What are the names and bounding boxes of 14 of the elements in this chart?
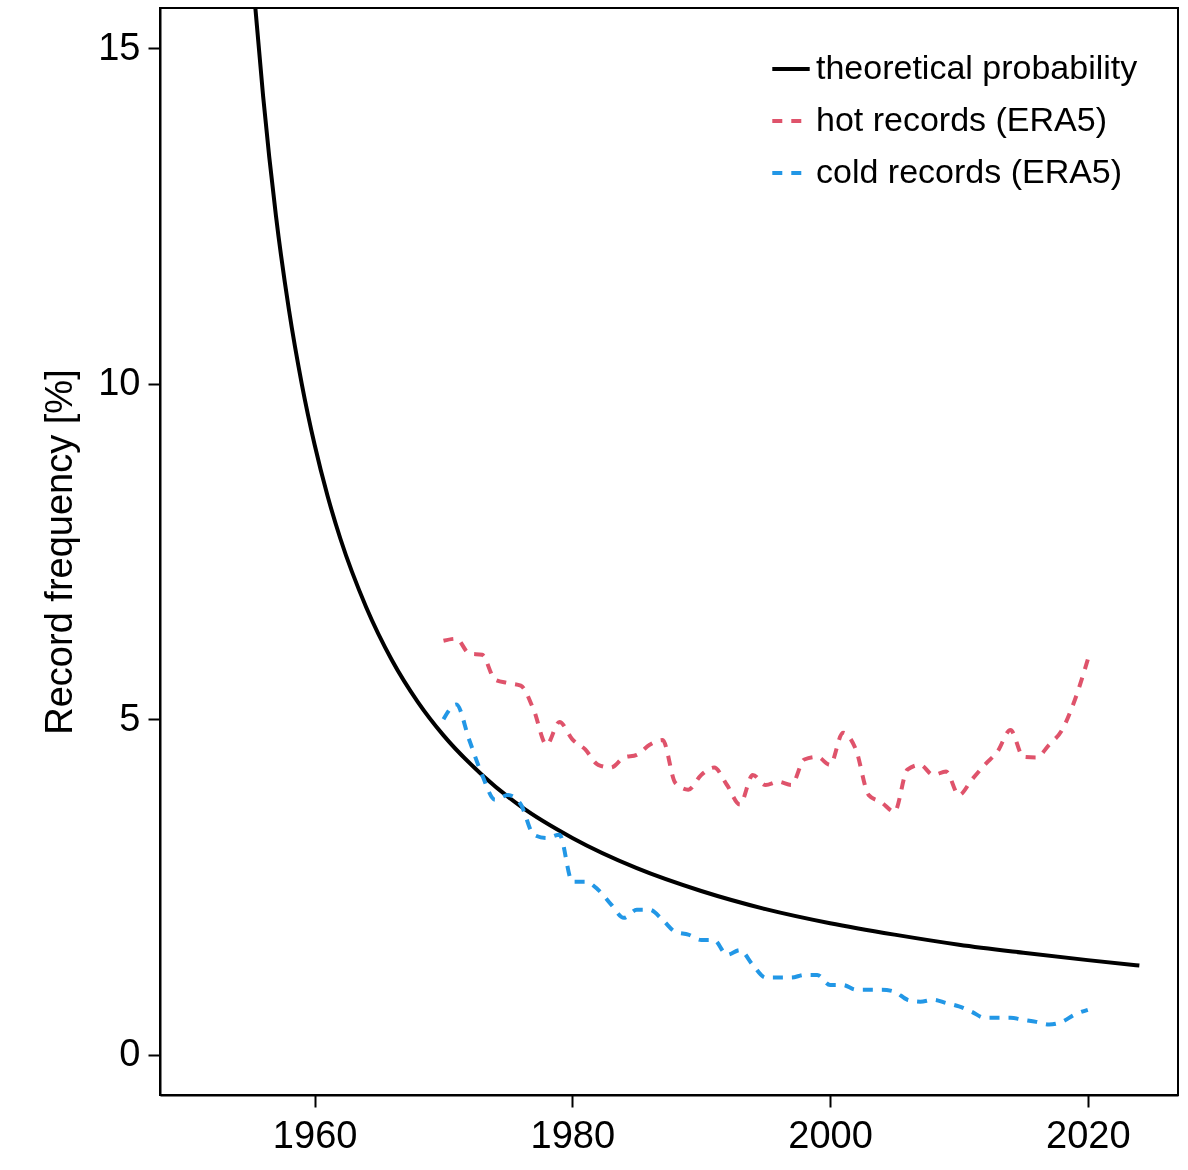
y-tick-label: 0 <box>119 1032 141 1075</box>
legend-label: cold records (ERA5) <box>816 152 1123 190</box>
x-tick-label: 1960 <box>272 1113 358 1156</box>
x-tick-label: 1980 <box>530 1113 616 1156</box>
x-tick-label: 2020 <box>1046 1113 1131 1156</box>
y-tick-label: 10 <box>98 361 141 404</box>
legend-label: hot records (ERA5) <box>816 100 1107 138</box>
y-axis-title: Record frequency [%] <box>38 369 81 735</box>
line-series <box>441 702 1090 1027</box>
y-tick-label: 5 <box>119 696 141 739</box>
y-tick-label: 15 <box>98 25 141 68</box>
x-tick-label: 2000 <box>788 1113 873 1156</box>
legend-label: theoretical probability <box>816 48 1138 86</box>
line-series <box>441 636 1090 814</box>
